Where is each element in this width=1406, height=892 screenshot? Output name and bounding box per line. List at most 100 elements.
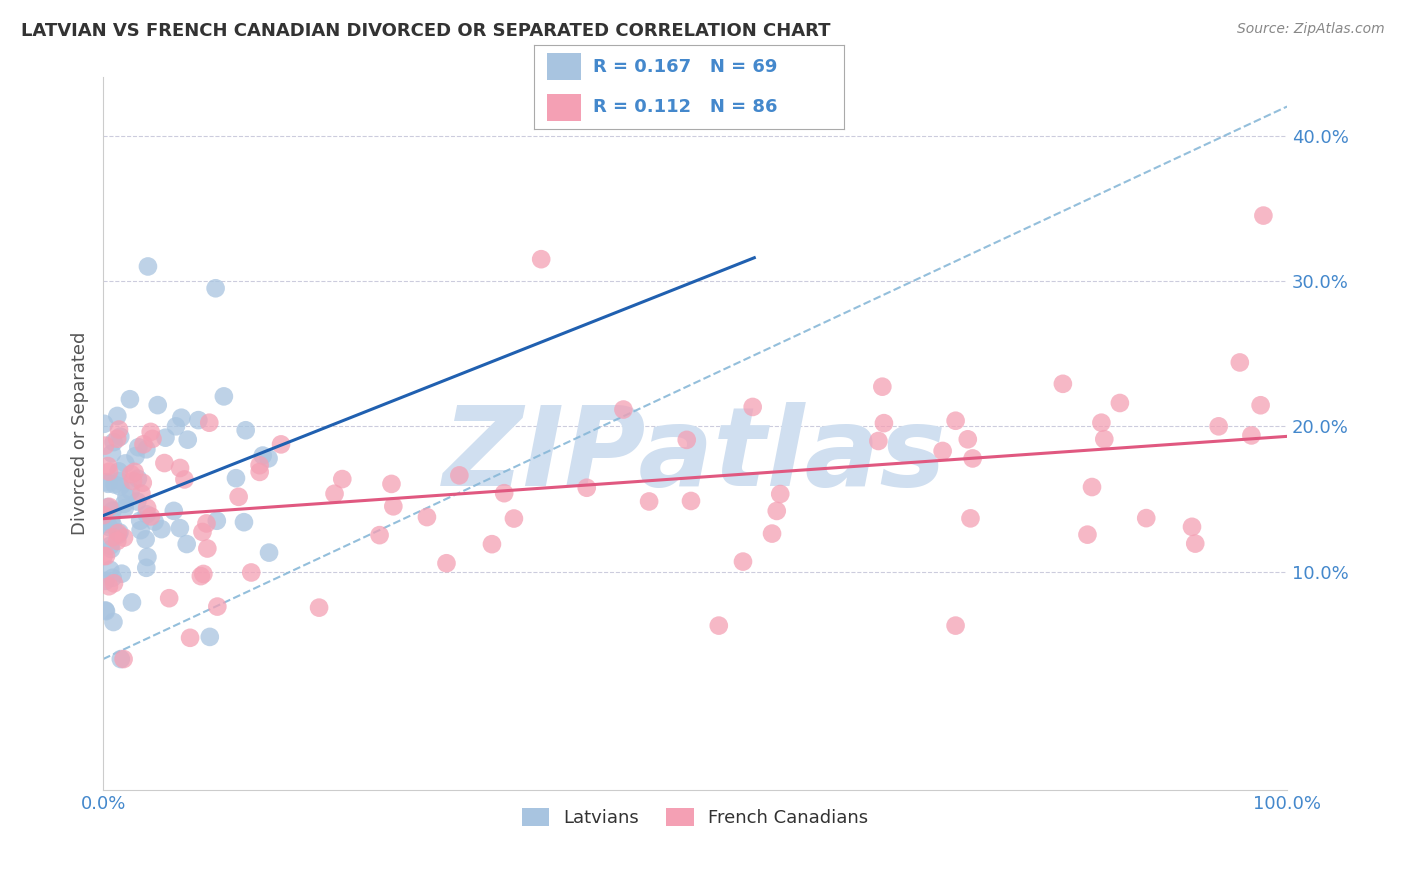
Point [233,515,256,529]
Point [1076,527,1098,541]
Point [1081,480,1104,494]
Text: Source: ZipAtlas.com: Source: ZipAtlas.com [1237,22,1385,37]
Point [127,472,149,486]
Point [112,497,135,511]
Point [179,631,201,645]
Point [959,511,981,525]
Point [191,524,214,539]
Point [945,618,967,632]
Point [110,480,132,494]
Point [675,433,697,447]
Point [132,475,155,490]
Point [136,500,159,515]
Point [139,425,162,439]
Point [94,604,117,618]
Point [240,566,263,580]
Point [127,494,149,508]
Point [530,252,553,267]
Point [103,576,125,591]
Point [98,539,121,553]
Text: LATVIAN VS FRENCH CANADIAN DIVORCED OR SEPARATED CORRELATION CHART: LATVIAN VS FRENCH CANADIAN DIVORCED OR S… [21,22,831,40]
Point [97,476,120,491]
Point [139,509,162,524]
Point [136,549,159,564]
Point [741,400,763,414]
Point [129,514,152,528]
Text: ZIPatlas: ZIPatlas [443,401,948,508]
Point [380,477,402,491]
Point [1090,416,1112,430]
Point [212,389,235,403]
Point [163,504,186,518]
Point [195,516,218,531]
Text: R = 0.167   N = 69: R = 0.167 N = 69 [593,58,778,76]
Point [155,431,177,445]
Point [122,474,145,488]
Point [94,549,117,563]
Point [1250,398,1272,412]
Point [94,574,117,588]
Point [135,442,157,457]
Point [449,468,471,483]
Point [1184,536,1206,550]
Point [118,392,141,407]
Point [257,546,280,560]
Point [207,599,229,614]
Point [107,464,129,478]
Point [945,414,967,428]
Point [575,481,598,495]
Point [97,458,120,473]
Point [101,518,124,533]
Point [135,533,157,547]
Point [270,437,292,451]
Point [249,458,271,472]
Point [638,494,661,508]
Point [127,440,149,454]
Point [100,513,122,527]
Point [1240,428,1263,442]
Point [225,471,247,485]
Point [330,472,353,486]
Point [205,514,228,528]
Point [235,423,257,437]
Point [169,521,191,535]
Point [157,591,180,606]
Point [108,525,131,540]
Point [931,444,953,458]
Point [962,451,984,466]
Point [131,486,153,500]
Point [96,500,118,514]
Point [103,477,125,491]
Point [105,533,128,548]
Point [120,484,142,499]
FancyBboxPatch shape [547,54,581,80]
Point [169,461,191,475]
Point [101,530,124,544]
Point [108,474,131,488]
Point [103,615,125,629]
Point [308,600,330,615]
Point [173,472,195,486]
Point [105,409,128,423]
Point [1135,511,1157,525]
Point [707,618,730,632]
Point [198,416,221,430]
Point [96,514,118,528]
Point [187,413,209,427]
Point [190,569,212,583]
Point [94,603,117,617]
Point [108,423,131,437]
Point [129,523,152,537]
Point [93,508,115,523]
FancyBboxPatch shape [547,94,581,120]
Point [198,630,221,644]
Point [436,556,458,570]
Point [101,571,124,585]
Point [124,449,146,463]
Point [195,541,218,556]
Point [868,434,890,448]
Text: R = 0.112   N = 86: R = 0.112 N = 86 [593,98,778,116]
Y-axis label: Divorced or Separated: Divorced or Separated [72,332,89,535]
Point [731,555,754,569]
Point [761,526,783,541]
